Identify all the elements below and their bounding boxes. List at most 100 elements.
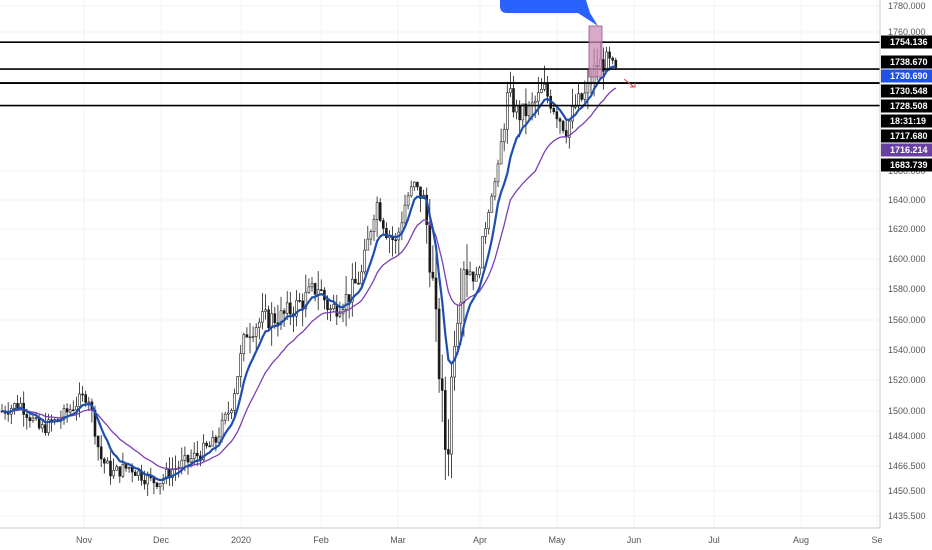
candle-body <box>313 283 317 295</box>
candle-body <box>521 103 525 121</box>
candle-body <box>527 104 531 117</box>
down-arrow-icon <box>623 78 636 88</box>
time-tick-label: Aug <box>793 535 809 545</box>
candle-body <box>245 334 249 338</box>
candle-body <box>202 442 205 461</box>
candle-body <box>155 482 159 488</box>
candle-body <box>124 464 128 469</box>
candle-body <box>319 289 323 291</box>
candle-body <box>16 403 19 409</box>
price-label: 1730.548 <box>881 84 932 98</box>
candle-body <box>220 419 224 438</box>
candle-body <box>416 181 419 188</box>
price-tick-label: 1540.000 <box>888 345 926 355</box>
price-label: 1738.670 <box>881 55 932 69</box>
price-label: 1716.214 <box>881 143 932 157</box>
price-label: 18:31:19 <box>881 114 932 128</box>
candle-body <box>279 310 283 326</box>
time-tick-label: 2020 <box>231 535 251 545</box>
price-tick-label: 1560.000 <box>888 315 926 325</box>
candle-body <box>261 311 264 323</box>
price-label-text: 18:31:19 <box>890 116 926 126</box>
candle-body <box>112 469 115 477</box>
candle-body <box>127 466 131 469</box>
candle-body <box>65 408 69 413</box>
time-axis: Nov Dec 2020 Feb Mar Apr May Jun Jul Aug Se <box>76 535 883 545</box>
price-label-bg <box>881 114 932 128</box>
candle-body <box>614 59 618 68</box>
candle-body <box>533 100 537 104</box>
candle-body <box>298 300 301 302</box>
candle-body <box>437 308 441 380</box>
candle-body <box>13 403 16 409</box>
candle-body <box>465 269 469 276</box>
price-tick-label: 1620.000 <box>888 224 926 234</box>
candle-body <box>338 313 342 317</box>
candle-body <box>47 419 50 434</box>
price-tick-label: 1580.000 <box>888 284 926 294</box>
candle-body <box>143 480 146 485</box>
time-tick-label: Nov <box>76 535 93 545</box>
candle-body <box>375 202 379 220</box>
candle-body <box>242 334 246 354</box>
candle-body <box>366 238 370 251</box>
candle-body <box>6 412 10 415</box>
candle-body <box>44 424 47 434</box>
price-tick-label: 1760.000 <box>888 27 926 37</box>
candle-body <box>496 163 500 183</box>
candle-body <box>571 106 574 122</box>
candle-body <box>183 455 187 461</box>
candle-body <box>233 393 236 411</box>
candle-body <box>214 436 218 443</box>
candle-body <box>78 393 81 407</box>
price-label-text: 1730.690 <box>890 71 928 81</box>
candle-body <box>96 436 100 448</box>
candle-body <box>189 458 193 463</box>
candle-body <box>357 282 360 285</box>
candle-body <box>583 92 587 100</box>
candle-body <box>350 278 354 303</box>
candle-body <box>611 57 615 61</box>
candle-body <box>223 413 227 421</box>
candle-body <box>456 322 460 347</box>
candle-body <box>509 88 512 94</box>
candle-body <box>137 470 140 476</box>
candle-body <box>412 181 416 188</box>
candle-body <box>285 302 289 314</box>
price-tick-label: 1435.500 <box>888 511 926 521</box>
candle-body <box>505 92 509 130</box>
candle-body <box>474 274 478 282</box>
candle-body <box>450 376 453 455</box>
candle-body <box>431 271 435 279</box>
candle-body <box>254 327 258 337</box>
candle-body <box>561 120 565 131</box>
price-label: 1754.136 <box>881 35 932 49</box>
candle-body <box>512 88 515 113</box>
candle-body <box>25 414 29 418</box>
candle-body <box>403 204 407 224</box>
candle-body <box>282 310 286 314</box>
price-label: 1730.690 <box>881 69 932 83</box>
candle-body <box>524 103 528 117</box>
candle-body <box>196 452 199 457</box>
candle-body <box>146 475 149 485</box>
candle-body <box>440 378 444 391</box>
candle-body <box>378 202 382 221</box>
price-label-bg <box>881 35 932 49</box>
candle-body <box>468 271 472 276</box>
price-label-bg <box>881 84 932 98</box>
highlight-box[interactable] <box>588 25 603 78</box>
candle-body <box>81 393 84 396</box>
candle-body <box>381 220 385 229</box>
candle-body <box>484 228 487 237</box>
candle-body <box>499 141 503 165</box>
candlestick-series <box>0 41 618 497</box>
candle-body <box>490 195 494 213</box>
price-labels: 1754.136 1738.670 1730.690 1730.548 1728.508… <box>881 35 932 172</box>
time-tick-label: Jun <box>627 535 642 545</box>
candle-body <box>68 409 72 413</box>
callout-label[interactable] <box>500 0 598 26</box>
candle-body <box>409 186 413 197</box>
price-label-text: 1754.136 <box>890 37 928 47</box>
